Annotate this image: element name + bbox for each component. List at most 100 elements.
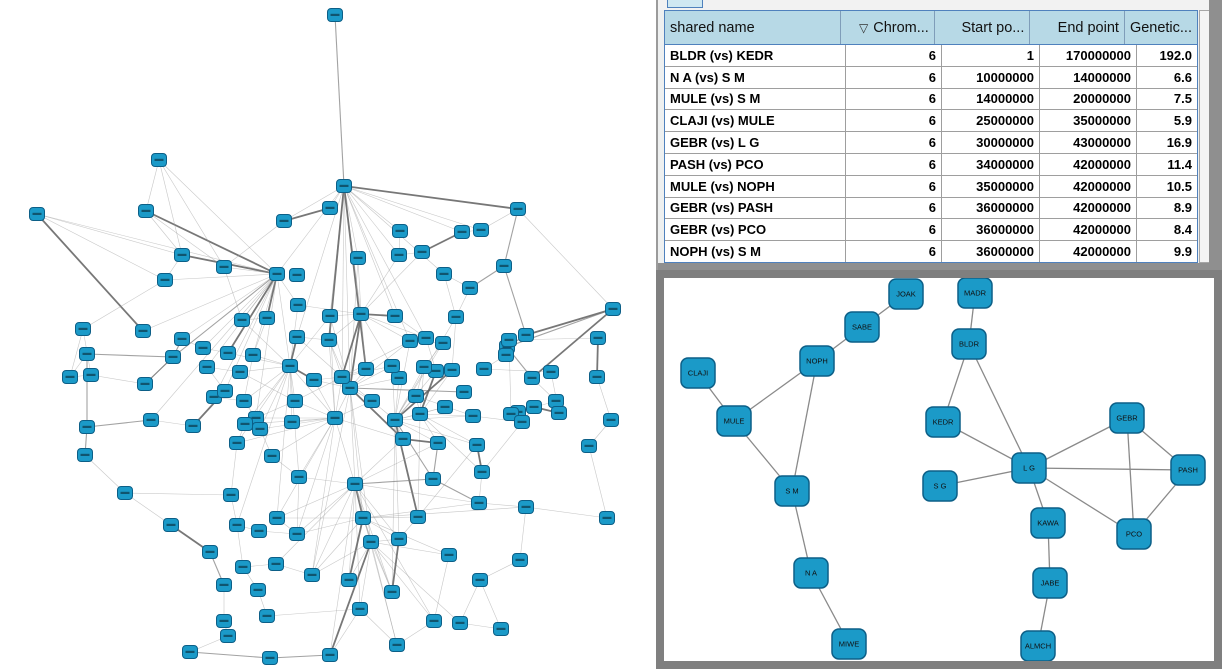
network-edge[interactable] (276, 417, 336, 519)
table-cell[interactable]: 30000000 (942, 132, 1040, 154)
table-cell[interactable]: 6 (846, 66, 942, 89)
network-edge[interactable] (419, 370, 437, 415)
network-edge[interactable] (36, 213, 278, 275)
node-kedr[interactable] (925, 406, 961, 438)
node-pco[interactable] (1116, 518, 1152, 550)
network-edge[interactable] (391, 538, 400, 593)
table-cell[interactable]: 1 (942, 45, 1040, 67)
network-edge[interactable] (86, 419, 152, 428)
network-edge[interactable] (276, 273, 291, 367)
network-edge[interactable] (329, 541, 372, 656)
network-edge[interactable] (341, 185, 345, 378)
network-edge[interactable] (311, 483, 356, 576)
network-edge[interactable] (370, 541, 450, 556)
network-edge[interactable] (296, 476, 300, 535)
network-edge[interactable] (349, 387, 356, 485)
network-edge[interactable] (158, 159, 183, 256)
table-cell[interactable]: 36000000 (942, 241, 1040, 262)
table-cell[interactable]: 5.9 (1137, 110, 1197, 133)
network-edge[interactable] (362, 516, 419, 519)
network-edge[interactable] (417, 444, 478, 518)
network-edge[interactable] (296, 483, 356, 535)
table-cell[interactable]: 7.5 (1137, 88, 1197, 111)
network-edge[interactable] (142, 273, 278, 332)
node-madr[interactable] (957, 278, 993, 309)
network-edge[interactable] (311, 517, 364, 576)
column-header-end-point[interactable]: End point (1030, 11, 1125, 44)
network-edge[interactable] (181, 273, 278, 340)
network-edge[interactable] (362, 506, 527, 519)
table-cell[interactable]: 8.9 (1137, 197, 1197, 220)
network-edge[interactable] (394, 342, 444, 421)
network-edge[interactable] (370, 541, 393, 593)
network-edge[interactable] (311, 541, 372, 576)
table-cell[interactable]: N A (vs) S M (665, 66, 846, 89)
network-edge[interactable] (230, 442, 238, 496)
network-edge[interactable] (370, 541, 435, 622)
network-edge[interactable] (276, 483, 356, 519)
detail-network-canvas[interactable]: JOAK SABE NOPH CLAJI MULE S M N A MIWE MADR BLDR K… (664, 278, 1214, 661)
node-s-m[interactable] (774, 475, 810, 507)
network-edge[interactable] (255, 273, 278, 419)
overview-network-canvas[interactable] (0, 0, 656, 669)
network-edge[interactable] (283, 185, 345, 222)
network-edge[interactable] (517, 208, 614, 310)
network-edge[interactable] (354, 483, 435, 622)
network-edge[interactable] (243, 365, 291, 402)
column-header-shared-name[interactable]: shared name (665, 11, 842, 44)
network-edge[interactable] (334, 417, 356, 485)
table-cell[interactable]: 6 (846, 197, 942, 220)
network-edge[interactable] (334, 417, 404, 440)
table-cell[interactable]: 6 (846, 132, 942, 154)
network-edge[interactable] (443, 273, 457, 318)
network-edge[interactable] (311, 387, 351, 576)
table-row[interactable]: MULE (vs) S M 6 14000000 20000000 7.5 (665, 88, 1197, 111)
network-edge[interactable] (525, 308, 614, 336)
node-mule[interactable] (716, 405, 752, 437)
node-kawa[interactable] (1030, 507, 1066, 539)
network-edge[interactable] (243, 354, 254, 402)
table-row[interactable]: N A (vs) S M 6 10000000 14000000 6.6 (665, 66, 1197, 89)
table-row[interactable]: GEBR (vs) PASH 6 36000000 42000000 8.9 (665, 197, 1197, 220)
network-edge[interactable] (503, 208, 519, 267)
network-edge[interactable] (276, 365, 291, 519)
network-edge[interactable] (354, 483, 480, 504)
table-row[interactable]: MULE (vs) NOPH 6 35000000 42000000 10.5 (665, 175, 1197, 198)
table-cell[interactable]: 11.4 (1137, 153, 1197, 176)
network-edge[interactable] (394, 419, 478, 446)
column-header-chrom[interactable]: ▽ Chrom... (841, 11, 935, 44)
network-edge[interactable] (275, 483, 356, 565)
node-pash[interactable] (1170, 454, 1206, 486)
column-header-genetic[interactable]: Genetic... (1125, 11, 1197, 44)
network-edge[interactable] (266, 608, 361, 617)
table-cell[interactable]: 6 (846, 241, 942, 262)
network-edge[interactable] (259, 365, 291, 430)
network-edge[interactable] (271, 417, 336, 457)
network-edge[interactable] (451, 316, 457, 371)
table-row[interactable]: PASH (vs) PCO 6 34000000 42000000 11.4 (665, 153, 1197, 176)
network-edge[interactable] (433, 554, 450, 622)
network-edge[interactable] (276, 185, 345, 275)
network-edge[interactable] (419, 413, 478, 446)
node-jabe[interactable] (1032, 567, 1068, 599)
network-edge[interactable] (84, 454, 126, 494)
network-edge[interactable] (227, 273, 278, 354)
node-noph[interactable] (799, 345, 835, 377)
table-row[interactable]: BLDR (vs) KEDR 6 1 170000000 192.0 (665, 45, 1197, 67)
table-row[interactable]: GEBR (vs) PCO 6 36000000 42000000 8.4 (665, 219, 1197, 242)
network-edge[interactable] (334, 14, 345, 187)
table-cell[interactable]: 170000000 (1040, 45, 1137, 67)
network-edge[interactable] (596, 376, 612, 421)
edge-lg-pash[interactable] (1028, 467, 1189, 471)
node-gebr[interactable] (1109, 402, 1145, 434)
network-edge[interactable] (223, 266, 278, 275)
table-cell[interactable]: 6 (846, 153, 942, 176)
network-edge[interactable] (124, 492, 232, 496)
network-edge[interactable] (328, 339, 336, 419)
network-edge[interactable] (394, 415, 474, 421)
table-cell[interactable]: 35000000 (942, 175, 1040, 198)
network-edge[interactable] (362, 517, 393, 593)
network-edge[interactable] (145, 210, 225, 268)
network-edge[interactable] (394, 419, 434, 480)
table-cell[interactable]: 9.9 (1137, 241, 1197, 262)
